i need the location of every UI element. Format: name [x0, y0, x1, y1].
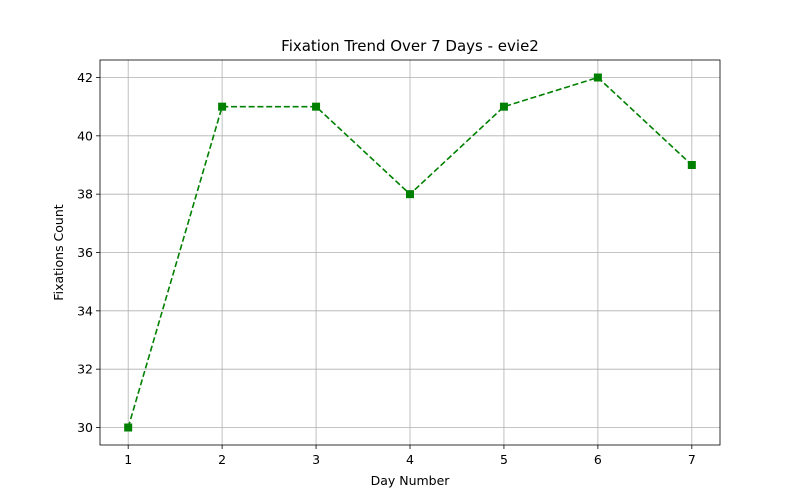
- x-tick-label: 3: [312, 452, 320, 467]
- x-tick: 5: [500, 445, 508, 467]
- x-tick-label: 5: [500, 452, 508, 467]
- x-tick-label: 7: [688, 452, 696, 467]
- x-tick-label: 6: [594, 452, 602, 467]
- y-tick: 32: [77, 362, 100, 377]
- x-tick: 2: [218, 445, 226, 467]
- y-tick-label: 32: [77, 362, 93, 377]
- y-axis-label: Fixations Count: [51, 204, 66, 300]
- chart-title: Fixation Trend Over 7 Days - evie2: [281, 37, 539, 55]
- y-tick-label: 30: [77, 420, 93, 435]
- data-point-marker: [687, 161, 696, 169]
- y-tick: 42: [77, 70, 100, 85]
- y-tick: 34: [77, 303, 100, 318]
- x-tick-label: 4: [406, 452, 414, 467]
- data-point-marker: [593, 73, 602, 82]
- y-tick-label: 34: [77, 303, 93, 318]
- y-axis: 30 32 34 36 38 40 42: [77, 70, 100, 435]
- x-tick: 4: [406, 445, 414, 467]
- y-tick: 38: [77, 187, 100, 202]
- y-tick-label: 36: [77, 245, 93, 260]
- data-point-marker: [406, 190, 414, 199]
- data-point-marker: [124, 423, 133, 432]
- data-series: [124, 73, 696, 432]
- data-point-marker: [218, 102, 227, 111]
- y-tick-label: 40: [77, 128, 93, 143]
- x-tick-label: 1: [124, 452, 132, 467]
- y-tick: 30: [77, 420, 100, 435]
- grid-lines: [100, 60, 720, 445]
- x-tick: 3: [312, 445, 320, 467]
- y-tick: 40: [77, 128, 100, 143]
- x-axis: 1 2 3 4 5 6 7: [124, 445, 696, 467]
- y-tick-label: 38: [77, 187, 93, 202]
- x-tick: 6: [594, 445, 602, 467]
- y-tick: 36: [77, 245, 100, 260]
- x-tick-label: 2: [218, 452, 226, 467]
- data-point-marker: [499, 102, 508, 111]
- data-point-marker: [312, 102, 321, 111]
- x-tick: 1: [124, 445, 132, 467]
- y-tick-label: 42: [77, 70, 93, 85]
- x-tick: 7: [688, 445, 696, 467]
- x-axis-label: Day Number: [371, 473, 451, 488]
